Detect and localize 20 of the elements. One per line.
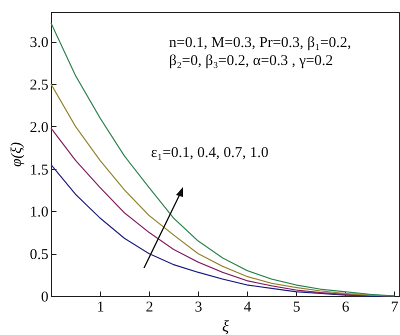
y-tick-label: 2.5 <box>30 78 48 94</box>
x-tick-label: 5 <box>292 300 300 316</box>
x-tick-label: 7 <box>390 300 399 316</box>
x-axis-title: ξ <box>222 318 230 335</box>
annotation: β₂=0, β₃=0.2, α=0.3 , γ=0.2 <box>169 53 334 69</box>
y-tick-label: 0.5 <box>30 247 48 264</box>
y-tick-label: 1.5 <box>30 162 48 178</box>
annotation: n=0.1, M=0.3, Pr=0.3, β₁=0.2, <box>169 35 352 51</box>
x-tick-label: 6 <box>342 300 350 316</box>
y-tick-label: 1.0 <box>30 204 48 221</box>
x-tick-label: 2 <box>146 300 154 316</box>
y-tick-label: 3.0 <box>30 35 48 52</box>
annotation: ε₁=0.1, 0.4, 0.7, 1.0 <box>151 145 268 161</box>
y-tick-label: 0 <box>41 290 48 306</box>
x-tick-label: 3 <box>194 300 202 316</box>
y-tick-label: 2.0 <box>30 120 48 136</box>
x-tick-label: 4 <box>244 300 252 316</box>
line-series <box>50 22 395 297</box>
y-axis-title: φ(ξ) <box>8 142 25 167</box>
x-tick-label: 1 <box>96 300 104 316</box>
